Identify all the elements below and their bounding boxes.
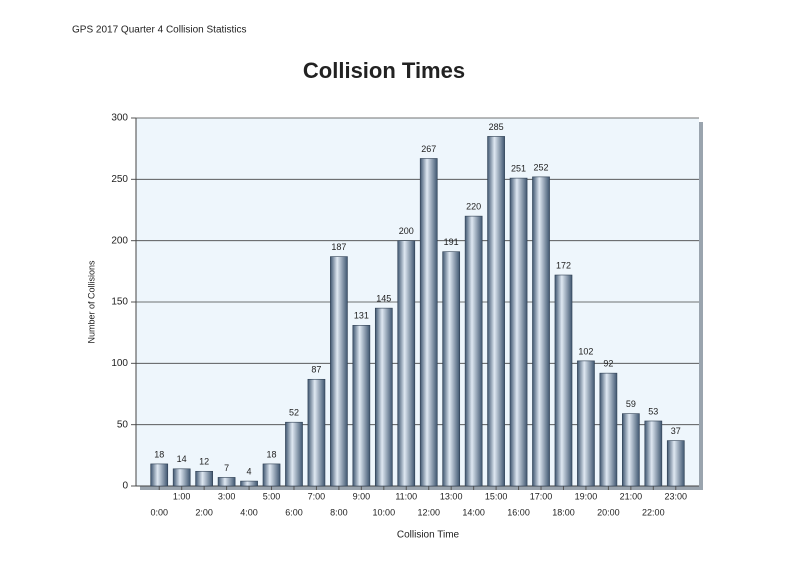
data-label: 37	[671, 426, 681, 436]
data-label: 87	[311, 365, 321, 375]
bar	[330, 256, 348, 487]
data-label: 52	[289, 408, 299, 418]
x-tick-label: 0:00	[150, 507, 168, 517]
bar	[532, 176, 550, 487]
x-tick-label: 20:00	[597, 507, 620, 517]
bar	[442, 251, 461, 487]
x-tick-label: 21:00	[620, 491, 643, 501]
x-tick-label: 16:00	[507, 507, 530, 517]
bar	[397, 240, 416, 487]
data-label: 187	[331, 242, 346, 252]
bar	[217, 477, 236, 487]
x-tick-label: 13:00	[440, 491, 463, 501]
bar	[307, 378, 326, 487]
page-header: GPS 2017 Quarter 4 Collision Statistics	[72, 25, 247, 36]
data-label: 220	[466, 202, 481, 212]
x-tick-label: 22:00	[642, 507, 665, 517]
bar	[666, 440, 685, 487]
x-tick-label: 8:00	[330, 507, 348, 517]
data-label: 18	[267, 449, 277, 459]
bar	[509, 177, 528, 487]
x-tick-label: 2:00	[195, 507, 213, 517]
y-tick-label: 0	[122, 481, 128, 492]
bar	[599, 372, 618, 487]
x-tick-label: 14:00	[462, 507, 485, 517]
data-label: 7	[224, 463, 229, 473]
data-label: 4	[247, 466, 252, 476]
x-tick-label: 23:00	[665, 491, 688, 501]
data-label: 172	[556, 260, 571, 270]
x-tick-label: 15:00	[485, 491, 508, 501]
data-label: 200	[399, 226, 414, 236]
x-tick-label: 12:00	[417, 507, 440, 517]
data-label: 267	[421, 144, 436, 154]
bar	[419, 158, 438, 487]
data-label: 12	[199, 457, 209, 467]
x-tick-label: 18:00	[552, 507, 575, 517]
bar	[352, 325, 371, 487]
bar	[285, 421, 303, 487]
y-axis-label: Number of Collisions	[86, 260, 96, 344]
x-tick-label: 11:00	[395, 491, 417, 501]
bar	[240, 480, 258, 487]
y-tick-label: 100	[111, 358, 128, 369]
bar	[374, 307, 393, 487]
data-label: 252	[534, 162, 549, 172]
data-label: 251	[511, 163, 526, 173]
y-tick-label: 50	[117, 419, 129, 430]
data-label: 285	[489, 122, 504, 132]
bar	[554, 274, 573, 487]
bar	[464, 215, 483, 487]
bar	[195, 470, 213, 487]
data-label: 59	[626, 399, 636, 409]
data-label: 102	[578, 346, 593, 356]
y-tick-label: 250	[111, 174, 128, 185]
data-label: 145	[376, 294, 391, 304]
x-tick-label: 5:00	[263, 491, 281, 501]
bar	[622, 413, 640, 487]
y-tick-label: 300	[111, 113, 128, 124]
x-tick-label: 17:00	[530, 491, 553, 501]
bar	[577, 360, 595, 487]
bar	[487, 136, 505, 487]
data-label: 191	[444, 237, 459, 247]
bar	[150, 463, 169, 487]
x-tick-label: 3:00	[218, 491, 236, 501]
x-tick-label: 6:00	[285, 507, 303, 517]
data-label: 18	[154, 449, 164, 459]
y-tick-label: 150	[111, 297, 128, 308]
bar	[262, 463, 281, 487]
data-label: 131	[354, 311, 369, 321]
x-tick-label: 4:00	[240, 507, 258, 517]
data-label: 92	[603, 359, 613, 369]
y-tick-label: 200	[111, 235, 128, 246]
bar	[172, 468, 191, 487]
x-tick-label: 19:00	[575, 491, 598, 501]
x-axis-label: Collision Time	[397, 530, 460, 541]
data-label: 53	[648, 406, 658, 416]
x-tick-label: 10:00	[373, 507, 396, 517]
bar	[644, 420, 663, 487]
data-label: 14	[177, 454, 187, 464]
x-tick-label: 9:00	[353, 491, 371, 501]
x-tick-label: 1:00	[173, 491, 191, 501]
x-tick-label: 7:00	[308, 491, 326, 501]
chart-title: Collision Times	[303, 58, 465, 83]
